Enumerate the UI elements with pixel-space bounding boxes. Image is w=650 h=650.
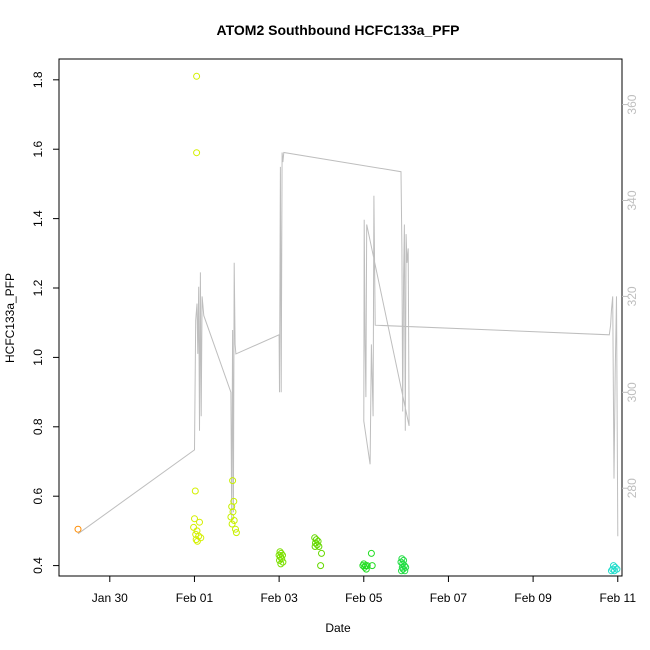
data-point bbox=[312, 536, 320, 544]
data-point bbox=[193, 72, 201, 80]
x-axis: Jan 30 Feb 01 Feb 03 Feb 05 Feb 07 Feb 09 Feb … bbox=[92, 576, 637, 605]
x-tick-label: Feb 01 bbox=[176, 591, 214, 605]
y-tick-label: 1.6 bbox=[31, 141, 45, 158]
data-point bbox=[398, 555, 406, 563]
y-tick-label: 0.4 bbox=[31, 557, 45, 574]
data-point bbox=[368, 562, 376, 570]
data-point bbox=[228, 503, 236, 511]
data-point bbox=[279, 558, 287, 566]
data-point bbox=[228, 520, 236, 528]
x-axis-label: Date bbox=[325, 621, 351, 635]
x-tick-label: Feb 07 bbox=[430, 591, 468, 605]
data-point bbox=[311, 543, 319, 550]
y-tick-label: 0.8 bbox=[31, 418, 45, 435]
y2-tick-label: 340 bbox=[625, 190, 639, 210]
data-point bbox=[401, 567, 409, 575]
data-point bbox=[227, 513, 235, 521]
secondary-y-axis: 280 300 320 340 360 bbox=[622, 94, 639, 498]
plot-frame bbox=[58, 58, 623, 577]
y-axis-label: HCFC133a_PFP bbox=[3, 273, 17, 363]
data-point bbox=[196, 518, 203, 526]
x-tick-label: Feb 05 bbox=[345, 591, 383, 605]
y2-tick-label: 300 bbox=[625, 382, 639, 402]
data-point bbox=[192, 536, 200, 544]
data-point bbox=[318, 549, 325, 557]
data-point bbox=[609, 565, 617, 573]
data-point bbox=[277, 549, 285, 557]
data-point bbox=[362, 565, 370, 573]
data-point bbox=[313, 541, 321, 549]
y-tick-label: 1.4 bbox=[31, 210, 45, 227]
data-point bbox=[367, 549, 375, 557]
data-point bbox=[276, 556, 283, 564]
data-point bbox=[232, 525, 239, 533]
data-point bbox=[315, 543, 323, 550]
data-point bbox=[399, 565, 407, 573]
data-points-group bbox=[74, 72, 621, 575]
x-tick-label: Feb 09 bbox=[514, 591, 552, 605]
data-point bbox=[190, 523, 198, 531]
data-point bbox=[279, 551, 286, 559]
data-point bbox=[607, 567, 615, 575]
data-point bbox=[610, 567, 618, 575]
x-tick-label: Jan 30 bbox=[92, 591, 128, 605]
chart-title: ATOM2 Southbound HCFC133a_PFP bbox=[217, 22, 460, 38]
secondary-line-group bbox=[77, 151, 619, 537]
data-point bbox=[74, 525, 82, 533]
data-point bbox=[193, 537, 201, 545]
y-tick-label: 0.6 bbox=[31, 488, 45, 505]
y-tick-label: 1.8 bbox=[31, 71, 45, 88]
data-point bbox=[193, 149, 201, 157]
x-tick-label: Feb 11 bbox=[600, 591, 637, 605]
data-point bbox=[229, 477, 237, 485]
data-point bbox=[317, 562, 325, 570]
y-tick-label: 1.2 bbox=[31, 279, 45, 296]
data-point bbox=[361, 563, 369, 571]
data-point bbox=[278, 555, 286, 563]
data-point bbox=[400, 562, 408, 570]
data-point bbox=[232, 529, 240, 537]
y2-tick-label: 360 bbox=[625, 94, 639, 114]
y2-tick-label: 280 bbox=[625, 478, 639, 498]
y2-tick-label: 320 bbox=[625, 286, 639, 306]
data-point bbox=[191, 515, 198, 523]
secondary-series-line bbox=[77, 151, 619, 537]
data-point bbox=[230, 517, 238, 524]
data-point bbox=[277, 560, 285, 568]
x-tick-label: Feb 03 bbox=[260, 591, 298, 605]
data-point bbox=[191, 487, 199, 495]
y-tick-label: 1.0 bbox=[31, 349, 45, 366]
y-axis: 0.4 0.6 0.8 1.0 1.2 1.4 1.6 1.8 bbox=[31, 71, 59, 574]
data-point bbox=[398, 567, 405, 575]
